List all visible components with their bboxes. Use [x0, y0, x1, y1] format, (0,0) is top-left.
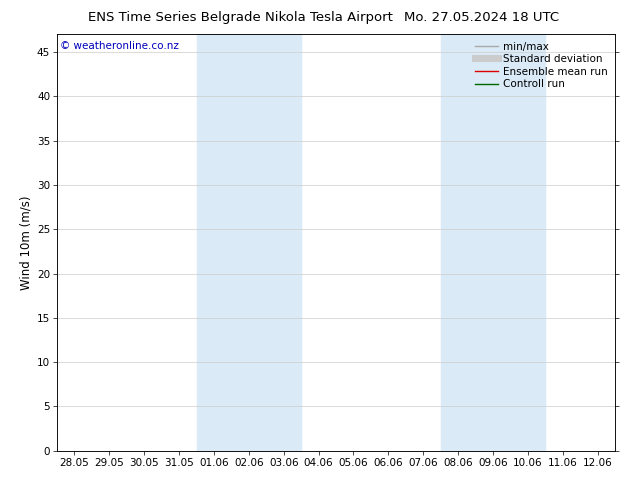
- Legend: min/max, Standard deviation, Ensemble mean run, Controll run: min/max, Standard deviation, Ensemble me…: [473, 40, 610, 92]
- Text: Mo. 27.05.2024 18 UTC: Mo. 27.05.2024 18 UTC: [404, 11, 559, 24]
- Text: © weatheronline.co.nz: © weatheronline.co.nz: [60, 41, 179, 50]
- Bar: [441, 34, 545, 451]
- Bar: [197, 34, 301, 451]
- Y-axis label: Wind 10m (m/s): Wind 10m (m/s): [20, 196, 33, 290]
- Text: ENS Time Series Belgrade Nikola Tesla Airport: ENS Time Series Belgrade Nikola Tesla Ai…: [89, 11, 393, 24]
